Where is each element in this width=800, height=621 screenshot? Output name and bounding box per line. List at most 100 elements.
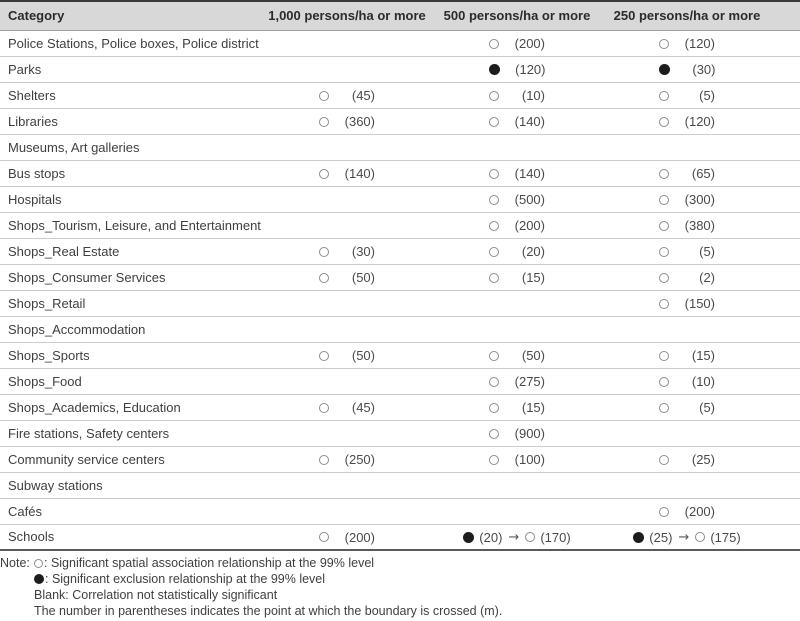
note-label: Note:	[0, 556, 30, 570]
open-circle-icon	[659, 246, 669, 257]
threshold-value: (200)	[344, 529, 375, 545]
filled-circle-icon	[34, 574, 44, 584]
open-circle-icon	[489, 272, 499, 283]
table-row: Schools (200) (20) → (170) (25) → (175)	[0, 524, 800, 551]
category-cell: Shops_Academics, Education	[0, 394, 262, 421]
note-text: : Significant spatial association relati…	[44, 556, 375, 570]
threshold-mark: (140)	[489, 166, 545, 181]
threshold-value: (500)	[514, 192, 545, 208]
open-circle-icon	[659, 90, 669, 101]
threshold-mark: (120)	[659, 36, 715, 51]
table-row: Subway stations	[0, 472, 800, 499]
data-cell: (140)	[262, 160, 432, 187]
open-circle-icon	[319, 168, 329, 179]
threshold-mark: (200)	[489, 36, 545, 51]
note-text: : Significant exclusion relationship at …	[45, 572, 326, 586]
category-cell: Shops_Retail	[0, 290, 262, 317]
filled-circle-icon	[463, 531, 475, 543]
data-cell: (45)	[262, 394, 432, 421]
open-circle-icon	[34, 558, 43, 568]
data-cell	[602, 134, 800, 161]
table-row: Shops_Consumer Services (50) (15) (2)	[0, 264, 800, 291]
data-cell	[262, 186, 432, 213]
data-cell	[432, 134, 602, 161]
threshold-mark: (15)	[659, 348, 715, 363]
threshold-value: (20)	[521, 244, 545, 260]
data-cell	[432, 290, 602, 317]
open-circle-icon	[319, 454, 329, 465]
table-row: Bus stops (140) (140) (65)	[0, 160, 800, 187]
notes: Note: : Significant spatial association r…	[0, 555, 800, 619]
threshold-mark: (5)	[659, 400, 715, 415]
open-circle-icon	[319, 272, 329, 283]
data-cell	[602, 316, 800, 343]
filled-circle-icon	[488, 64, 500, 76]
threshold-value: (380)	[684, 218, 715, 234]
data-cell	[262, 420, 432, 447]
threshold-mark: (50)	[319, 348, 375, 363]
open-circle-icon	[659, 506, 669, 517]
threshold-value: (25)	[649, 529, 673, 545]
threshold-value: (140)	[514, 166, 545, 182]
category-cell: Fire stations, Safety centers	[0, 420, 262, 447]
threshold-mark: (2)	[659, 270, 715, 285]
threshold-value: (140)	[344, 166, 375, 182]
threshold-value: (120)	[684, 114, 715, 130]
header-category: Category	[0, 1, 262, 31]
data-cell: (120)	[432, 56, 602, 83]
category-cell: Hospitals	[0, 186, 262, 213]
threshold-mark: (45)	[319, 88, 375, 103]
open-circle-icon	[489, 350, 499, 361]
threshold-mark: (45)	[319, 400, 375, 415]
threshold-value: (300)	[684, 192, 715, 208]
threshold-value: (250)	[344, 452, 375, 468]
arrow-right-icon: →	[508, 529, 520, 545]
note-line: : Significant exclusion relationship at …	[34, 571, 800, 587]
data-cell	[262, 368, 432, 395]
data-cell: (5)	[602, 394, 800, 421]
threshold-mark: (150)	[659, 296, 715, 311]
data-cell: (900)	[432, 420, 602, 447]
data-cell: (50)	[432, 342, 602, 369]
data-cell: (50)	[262, 342, 432, 369]
note-line: Blank: Correlation not statistically sig…	[34, 587, 800, 603]
data-cell: (25)	[602, 446, 800, 473]
threshold-value: (50)	[351, 270, 375, 286]
open-circle-icon	[489, 116, 499, 127]
data-cell: (50)	[262, 264, 432, 291]
filled-circle-icon	[658, 64, 670, 76]
table-row: Shops_Real Estate (30) (20) (5)	[0, 238, 800, 265]
table-row: Police Stations, Police boxes, Police di…	[0, 30, 800, 57]
category-cell: Schools	[0, 524, 262, 551]
threshold-value: (50)	[521, 348, 545, 364]
threshold-mark: (900)	[489, 426, 545, 441]
data-cell: (200)	[432, 30, 602, 57]
data-cell: (380)	[602, 212, 800, 239]
threshold-mark: (200)	[489, 218, 545, 233]
data-cell	[262, 316, 432, 343]
table-row: Shops_Tourism, Leisure, and Entertainmen…	[0, 212, 800, 239]
table-row: Shelters (45) (10) (5)	[0, 82, 800, 109]
open-circle-icon	[659, 454, 669, 465]
threshold-value: (360)	[344, 114, 375, 130]
threshold-value: (20)	[479, 529, 503, 545]
open-circle-icon	[319, 90, 329, 101]
threshold-mark: (360)	[319, 114, 375, 129]
threshold-mark: (120)	[659, 114, 715, 129]
threshold-value: (15)	[521, 400, 545, 416]
threshold-value: (275)	[514, 374, 545, 390]
threshold-value: (120)	[515, 62, 546, 78]
filled-circle-icon	[633, 531, 645, 543]
data-cell	[262, 212, 432, 239]
data-cell: (20)	[432, 238, 602, 265]
data-cell: (10)	[602, 368, 800, 395]
category-cell: Cafés	[0, 498, 262, 525]
threshold-value: (30)	[351, 244, 375, 260]
data-cell: (15)	[432, 264, 602, 291]
category-cell: Shops_Food	[0, 368, 262, 395]
threshold-value: (30)	[692, 62, 716, 78]
data-cell: (200)	[262, 524, 432, 551]
open-circle-icon	[659, 272, 669, 283]
data-cell: (20) → (170)	[432, 524, 602, 551]
data-cell: (120)	[602, 108, 800, 135]
